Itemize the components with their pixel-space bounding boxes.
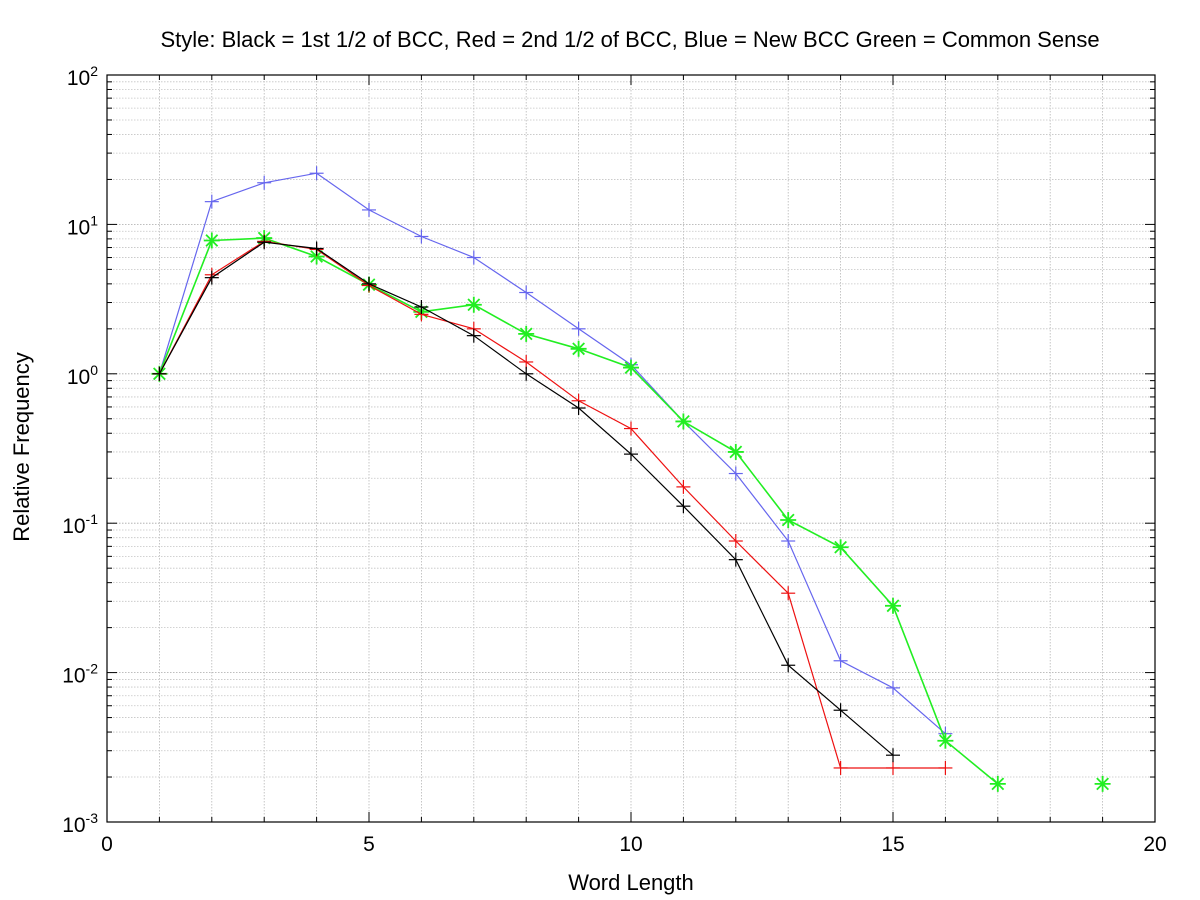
chart-title: Style: Black = 1st 1/2 of BCC, Red = 2nd… — [160, 27, 1099, 52]
marker-stroke — [781, 513, 795, 527]
data-point — [781, 534, 796, 549]
data-point — [886, 760, 900, 775]
data-point — [519, 354, 534, 369]
data-point — [309, 241, 324, 256]
axis-ticks — [107, 75, 1155, 823]
y-tick-label: 100 — [67, 362, 98, 389]
data-point — [727, 443, 744, 460]
data-point — [886, 748, 900, 763]
marker-stroke — [205, 234, 219, 247]
data-point — [989, 775, 1006, 792]
data-point — [781, 658, 796, 673]
data-point — [203, 232, 220, 249]
data-point — [624, 421, 638, 436]
data-point — [466, 250, 481, 265]
marker-stroke — [572, 342, 585, 356]
marker-stroke — [886, 599, 900, 613]
marker-stroke — [624, 361, 638, 375]
data-point — [257, 235, 272, 250]
data-point — [309, 166, 324, 181]
marker-stroke — [519, 327, 533, 341]
data-point — [938, 760, 953, 775]
x-tick-label: 0 — [101, 833, 113, 856]
marker-stroke — [991, 777, 1005, 791]
tick-labels: 0 5 10 15 20 10-3 10-2 10-1 100 101 102 — [62, 63, 1166, 856]
data-series — [151, 166, 1111, 792]
data-point — [833, 760, 848, 775]
plot-frame — [106, 74, 1156, 823]
series-1 — [151, 230, 1006, 792]
x-tick-label: 10 — [619, 833, 642, 856]
data-point — [676, 479, 691, 494]
data-point — [886, 680, 900, 695]
y-tick-label: 10-2 — [62, 661, 98, 688]
grid — [107, 75, 1155, 822]
data-point — [152, 366, 167, 381]
data-point — [728, 466, 743, 481]
series-2 — [1094, 775, 1111, 792]
y-tick-label: 10-3 — [62, 810, 98, 837]
data-point — [885, 597, 901, 614]
data-point — [780, 512, 797, 529]
data-point — [414, 229, 429, 244]
marker-stroke — [677, 415, 690, 428]
x-axis-label: Word Length — [568, 870, 694, 895]
data-point — [781, 586, 796, 601]
data-point — [937, 732, 954, 749]
series-line — [158, 172, 946, 735]
marker-stroke — [939, 734, 952, 748]
x-tick-label: 15 — [881, 833, 904, 856]
data-point — [465, 296, 482, 313]
data-point — [675, 413, 692, 430]
data-point — [204, 194, 219, 209]
x-tick-label: 5 — [363, 833, 375, 856]
data-point — [571, 401, 586, 416]
data-point — [623, 359, 639, 376]
data-point — [570, 340, 587, 357]
data-point — [362, 276, 376, 291]
y-tick-label: 101 — [67, 212, 98, 239]
data-point — [414, 299, 429, 314]
marker-stroke — [1096, 777, 1109, 791]
data-point — [571, 321, 586, 336]
series-4 — [152, 235, 900, 763]
data-point — [362, 202, 376, 217]
x-tick-label: 20 — [1143, 833, 1166, 856]
data-point — [833, 703, 848, 718]
data-point — [832, 539, 849, 556]
data-point — [833, 653, 848, 668]
marker-stroke — [467, 298, 481, 312]
y-tick-label: 10-1 — [62, 511, 98, 538]
data-point — [519, 366, 534, 381]
data-point — [518, 325, 535, 342]
y-tick-label: 102 — [67, 63, 98, 90]
data-point — [204, 270, 219, 285]
data-point — [519, 285, 534, 300]
data-point — [1094, 775, 1111, 792]
y-axis-label: Relative Frequency — [9, 352, 34, 542]
data-point — [728, 534, 743, 549]
data-point — [728, 552, 743, 567]
marker-stroke — [834, 540, 847, 554]
marker-stroke — [729, 445, 743, 459]
data-point — [676, 499, 691, 514]
data-point — [257, 175, 272, 190]
data-point — [466, 328, 481, 343]
data-point — [624, 447, 638, 462]
